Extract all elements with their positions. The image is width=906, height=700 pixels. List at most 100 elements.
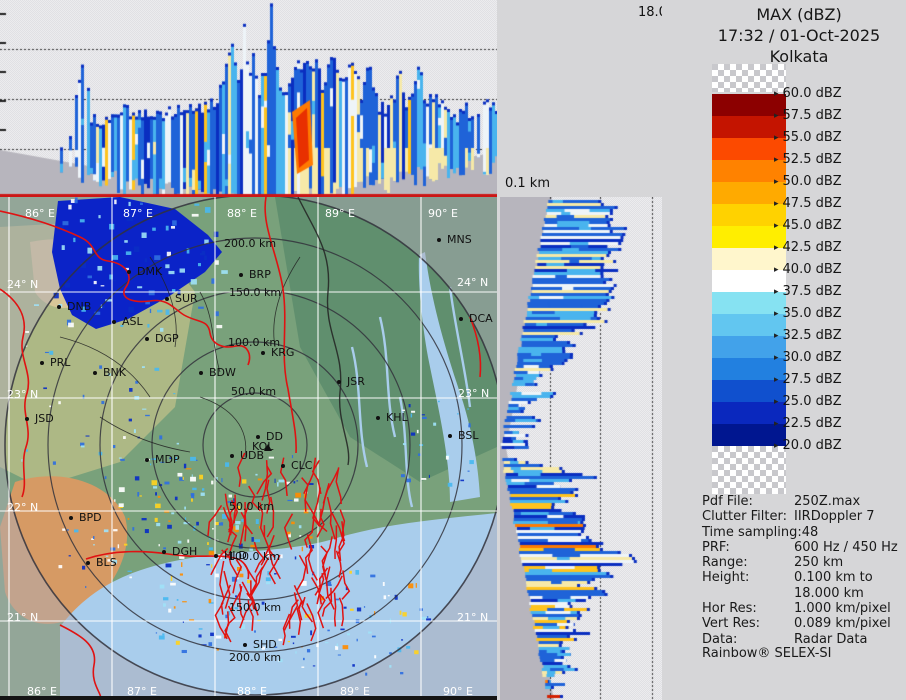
metadata-row: Time sampling: 48	[702, 525, 902, 540]
echo-cell	[225, 462, 230, 467]
echo-cell	[129, 388, 133, 392]
echo-cell	[206, 564, 210, 566]
top-cross-section-canvas	[0, 0, 497, 197]
longitude-label: 90° E	[428, 207, 458, 220]
city-label: BRP	[249, 268, 271, 281]
echo-cell	[468, 423, 471, 425]
echo-cell	[127, 518, 130, 520]
legend-color-swatch	[712, 424, 786, 446]
echo-cell	[460, 479, 465, 482]
city-label: DNB	[67, 300, 91, 313]
city-dot	[199, 371, 203, 375]
storm-speck	[165, 309, 170, 315]
echo-cell	[241, 518, 244, 522]
echo-cell	[218, 522, 224, 526]
echo-cell	[267, 571, 270, 576]
delta-river-red	[306, 603, 317, 642]
echo-cell	[352, 664, 355, 667]
storm-speck	[179, 268, 185, 273]
echo-cell	[286, 481, 291, 485]
city-label: KHL	[386, 411, 408, 424]
echo-cell	[394, 594, 398, 600]
radar-site-marker	[264, 444, 272, 451]
metadata-row: Hor Res: 1.000 km/pixel	[702, 601, 902, 616]
legend-level-label: ▸ 47.5 dBZ	[774, 196, 842, 211]
storm-speck	[154, 255, 161, 260]
echo-cell	[335, 645, 339, 650]
legend-tick-arrow: ▸	[774, 331, 779, 341]
metadata-label: Height:	[702, 570, 750, 586]
storm-speck	[94, 311, 101, 315]
echo-cell	[177, 540, 182, 544]
echo-cell	[371, 635, 376, 638]
city-dot	[40, 361, 44, 365]
storm-speck	[126, 217, 134, 222]
echo-cell	[141, 517, 147, 521]
echo-cell	[67, 529, 69, 531]
legend-level-label: ▸ 20.0 dBZ	[774, 438, 842, 453]
city-dot	[25, 417, 29, 421]
legend-color-swatch	[712, 94, 786, 116]
echo-cell	[159, 584, 165, 589]
echo-cell	[145, 414, 150, 417]
echo-cell	[389, 652, 392, 655]
metadata-label: PRF:	[702, 539, 730, 555]
city-dot	[230, 454, 234, 458]
echo-cell	[410, 432, 416, 436]
echo-cell	[155, 632, 158, 634]
echo-cell	[374, 655, 377, 659]
echo-cell	[49, 405, 53, 408]
storm-speck	[133, 246, 140, 253]
delta-river-red	[210, 547, 229, 576]
echo-cell	[467, 408, 469, 410]
echo-cell	[293, 481, 296, 484]
echo-cell	[467, 470, 470, 472]
echo-cell	[469, 460, 474, 465]
storm-speck	[80, 262, 87, 268]
legend-tick-arrow: ▸	[774, 265, 779, 275]
storm-speck	[97, 265, 103, 271]
delta-river-red	[250, 580, 259, 616]
storm-speck	[111, 255, 119, 260]
echo-cell	[25, 449, 29, 452]
echo-cell	[175, 457, 177, 461]
storm-speck	[128, 201, 131, 207]
echo-cell	[211, 564, 213, 568]
city-label: DGH	[172, 545, 197, 558]
storm-speck	[87, 247, 93, 254]
echo-cell	[155, 503, 161, 509]
echo-cell	[176, 599, 179, 601]
metadata-label: Data:	[702, 631, 738, 647]
legend-tick-arrow: ▸	[774, 397, 779, 407]
legend-color-swatch	[712, 336, 786, 358]
legend-level-label: ▸ 32.5 dBZ	[774, 328, 842, 343]
echo-cell	[189, 619, 195, 621]
echo-cell	[33, 304, 39, 306]
echo-cell	[107, 373, 111, 376]
legend-tick-arrow: ▸	[774, 419, 779, 429]
echo-cell	[112, 280, 117, 282]
storm-speck	[87, 275, 92, 279]
echo-cell	[294, 556, 297, 560]
legend-level-label: ▸ 52.5 dBZ	[774, 152, 842, 167]
echo-cell	[278, 658, 283, 663]
echo-cell	[175, 640, 180, 645]
city-label: BSL	[458, 429, 479, 442]
delta-river-red	[301, 477, 309, 512]
delta-river-red	[227, 501, 238, 543]
echo-cell	[227, 501, 232, 503]
echo-cell	[142, 408, 147, 410]
delta-river-red	[251, 557, 270, 594]
storm-speck	[165, 225, 169, 231]
echo-cell	[151, 458, 156, 460]
city-label: DMK	[137, 265, 163, 278]
city-label: BDW	[209, 366, 236, 379]
storm-speck	[215, 260, 219, 265]
metadata-value: 0.089 km/pixel	[794, 616, 891, 632]
echo-cell	[420, 616, 427, 620]
echo-cell	[415, 583, 417, 588]
delta-river-red	[219, 560, 225, 600]
metadata-row: Pdf File: 250Z.max	[702, 494, 902, 509]
echo-cell	[349, 608, 354, 611]
